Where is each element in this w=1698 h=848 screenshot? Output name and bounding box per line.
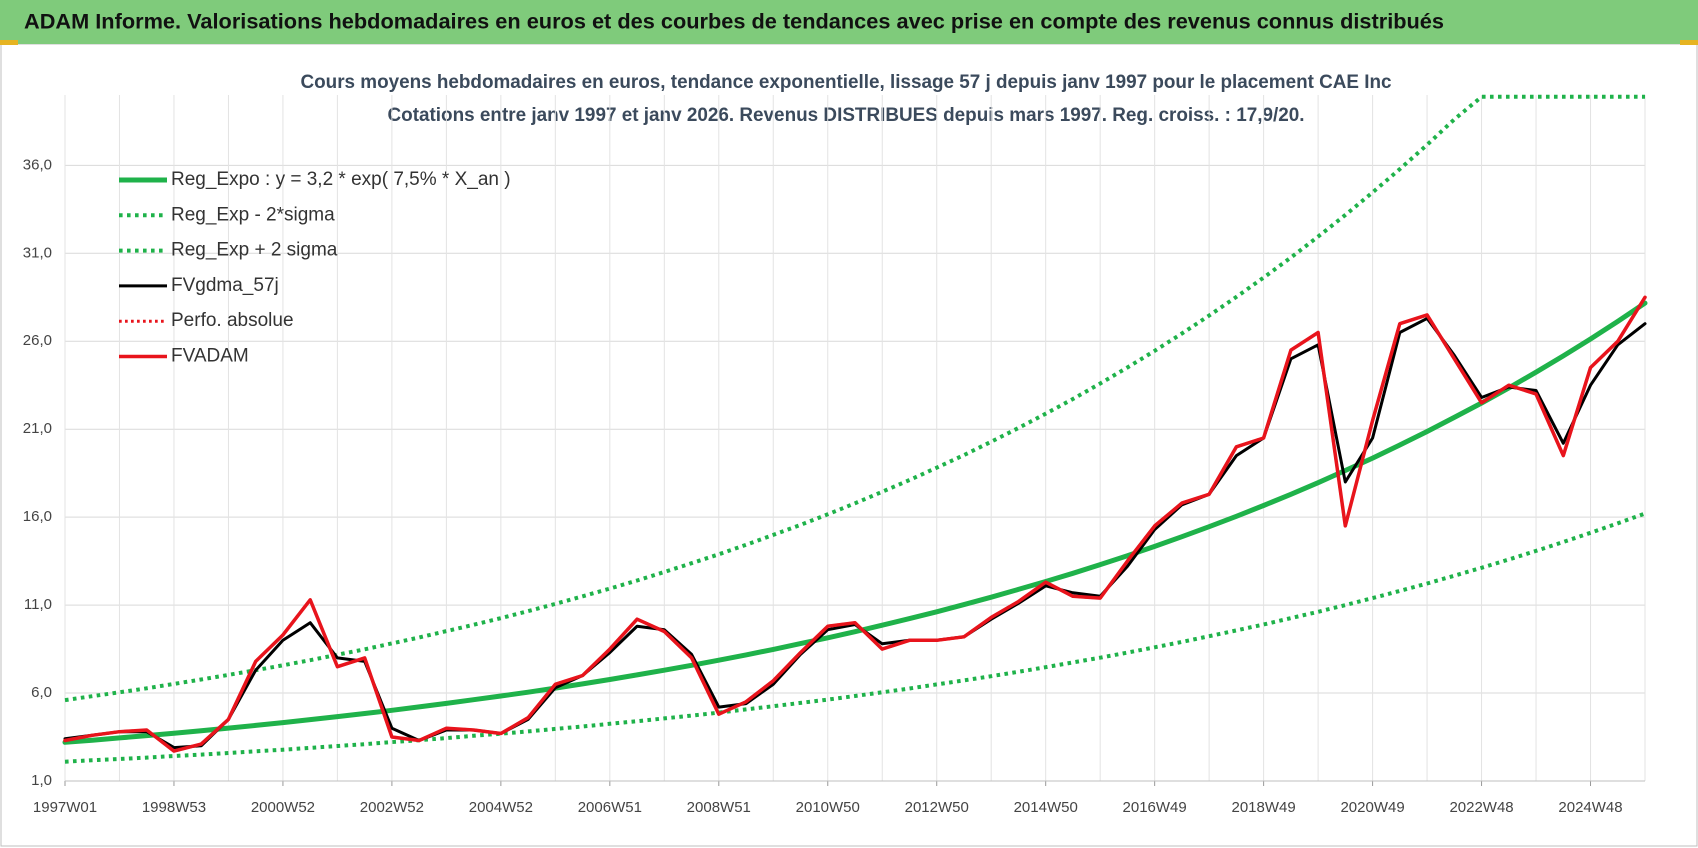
series-line [64,94,1645,703]
x-tick-label: 2014W50 [1014,799,1078,816]
legend-label: Reg_Exp - 2*sigma [171,204,335,225]
x-tick-label: 2016W49 [1123,799,1187,816]
x-tick-label: 2012W50 [905,799,969,816]
chart-subtitle: Cotations entre janv 1997 et janv 2026. … [388,105,1305,126]
y-tick-label: 16,0 [23,508,52,525]
y-tick-label: 6,0 [31,684,52,701]
y-tick-label: 11,0 [24,596,52,613]
header-bar [0,0,1698,44]
x-tick-label: 2018W49 [1232,799,1296,816]
header-accent [0,40,18,45]
legend: Reg_Expo : y = 3,2 * exp( 7,5% * X_an ) R… [119,169,511,367]
series-line [62,300,1648,745]
y-tick-label: 1,0 [31,772,52,789]
x-tick-label: 2004W52 [469,799,533,816]
legend-label: Perfo. absolue [171,310,294,331]
chart-title: ADAM Informe. Valorisations hebdomadaire… [24,11,1444,34]
x-tick-label: 2000W52 [251,799,315,816]
x-tick-label: 2020W49 [1340,799,1404,816]
header-accent [1680,40,1698,45]
y-tick-label: 21,0 [23,420,52,437]
y-tick-label: 26,0 [23,332,52,349]
chart-subtitle: Cours moyens hebdomadaires en euros, ten… [301,72,1392,93]
grid [64,95,1646,786]
x-tick-label: 1998W53 [142,799,206,816]
x-tick-label: 2006W51 [578,799,642,816]
legend-label: Reg_Expo : y = 3,2 * exp( 7,5% * X_an ) [171,169,511,190]
legend-label: FVgdma_57j [171,275,279,296]
legend-label: FVADAM [171,346,249,367]
series-line [63,295,1647,753]
x-tick-label: 2024W48 [1558,799,1622,816]
y-tick-label: 36,0 [23,156,52,173]
series-line [64,511,1646,764]
y-tick-label: 31,0 [23,244,52,261]
x-tick-label: 2010W50 [796,799,860,816]
x-tick-label: 2002W52 [360,799,424,816]
legend-label: Reg_Exp + 2 sigma [171,240,338,261]
x-tick-label: 1997W01 [33,799,97,816]
x-tick-label: 2008W51 [687,799,751,816]
x-tick-label: 2022W48 [1449,799,1513,816]
plot-lines [62,94,1648,764]
